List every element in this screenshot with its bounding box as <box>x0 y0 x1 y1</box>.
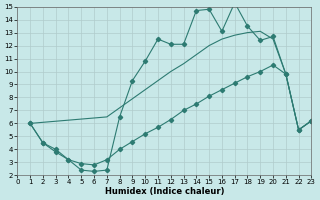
X-axis label: Humidex (Indice chaleur): Humidex (Indice chaleur) <box>105 187 224 196</box>
